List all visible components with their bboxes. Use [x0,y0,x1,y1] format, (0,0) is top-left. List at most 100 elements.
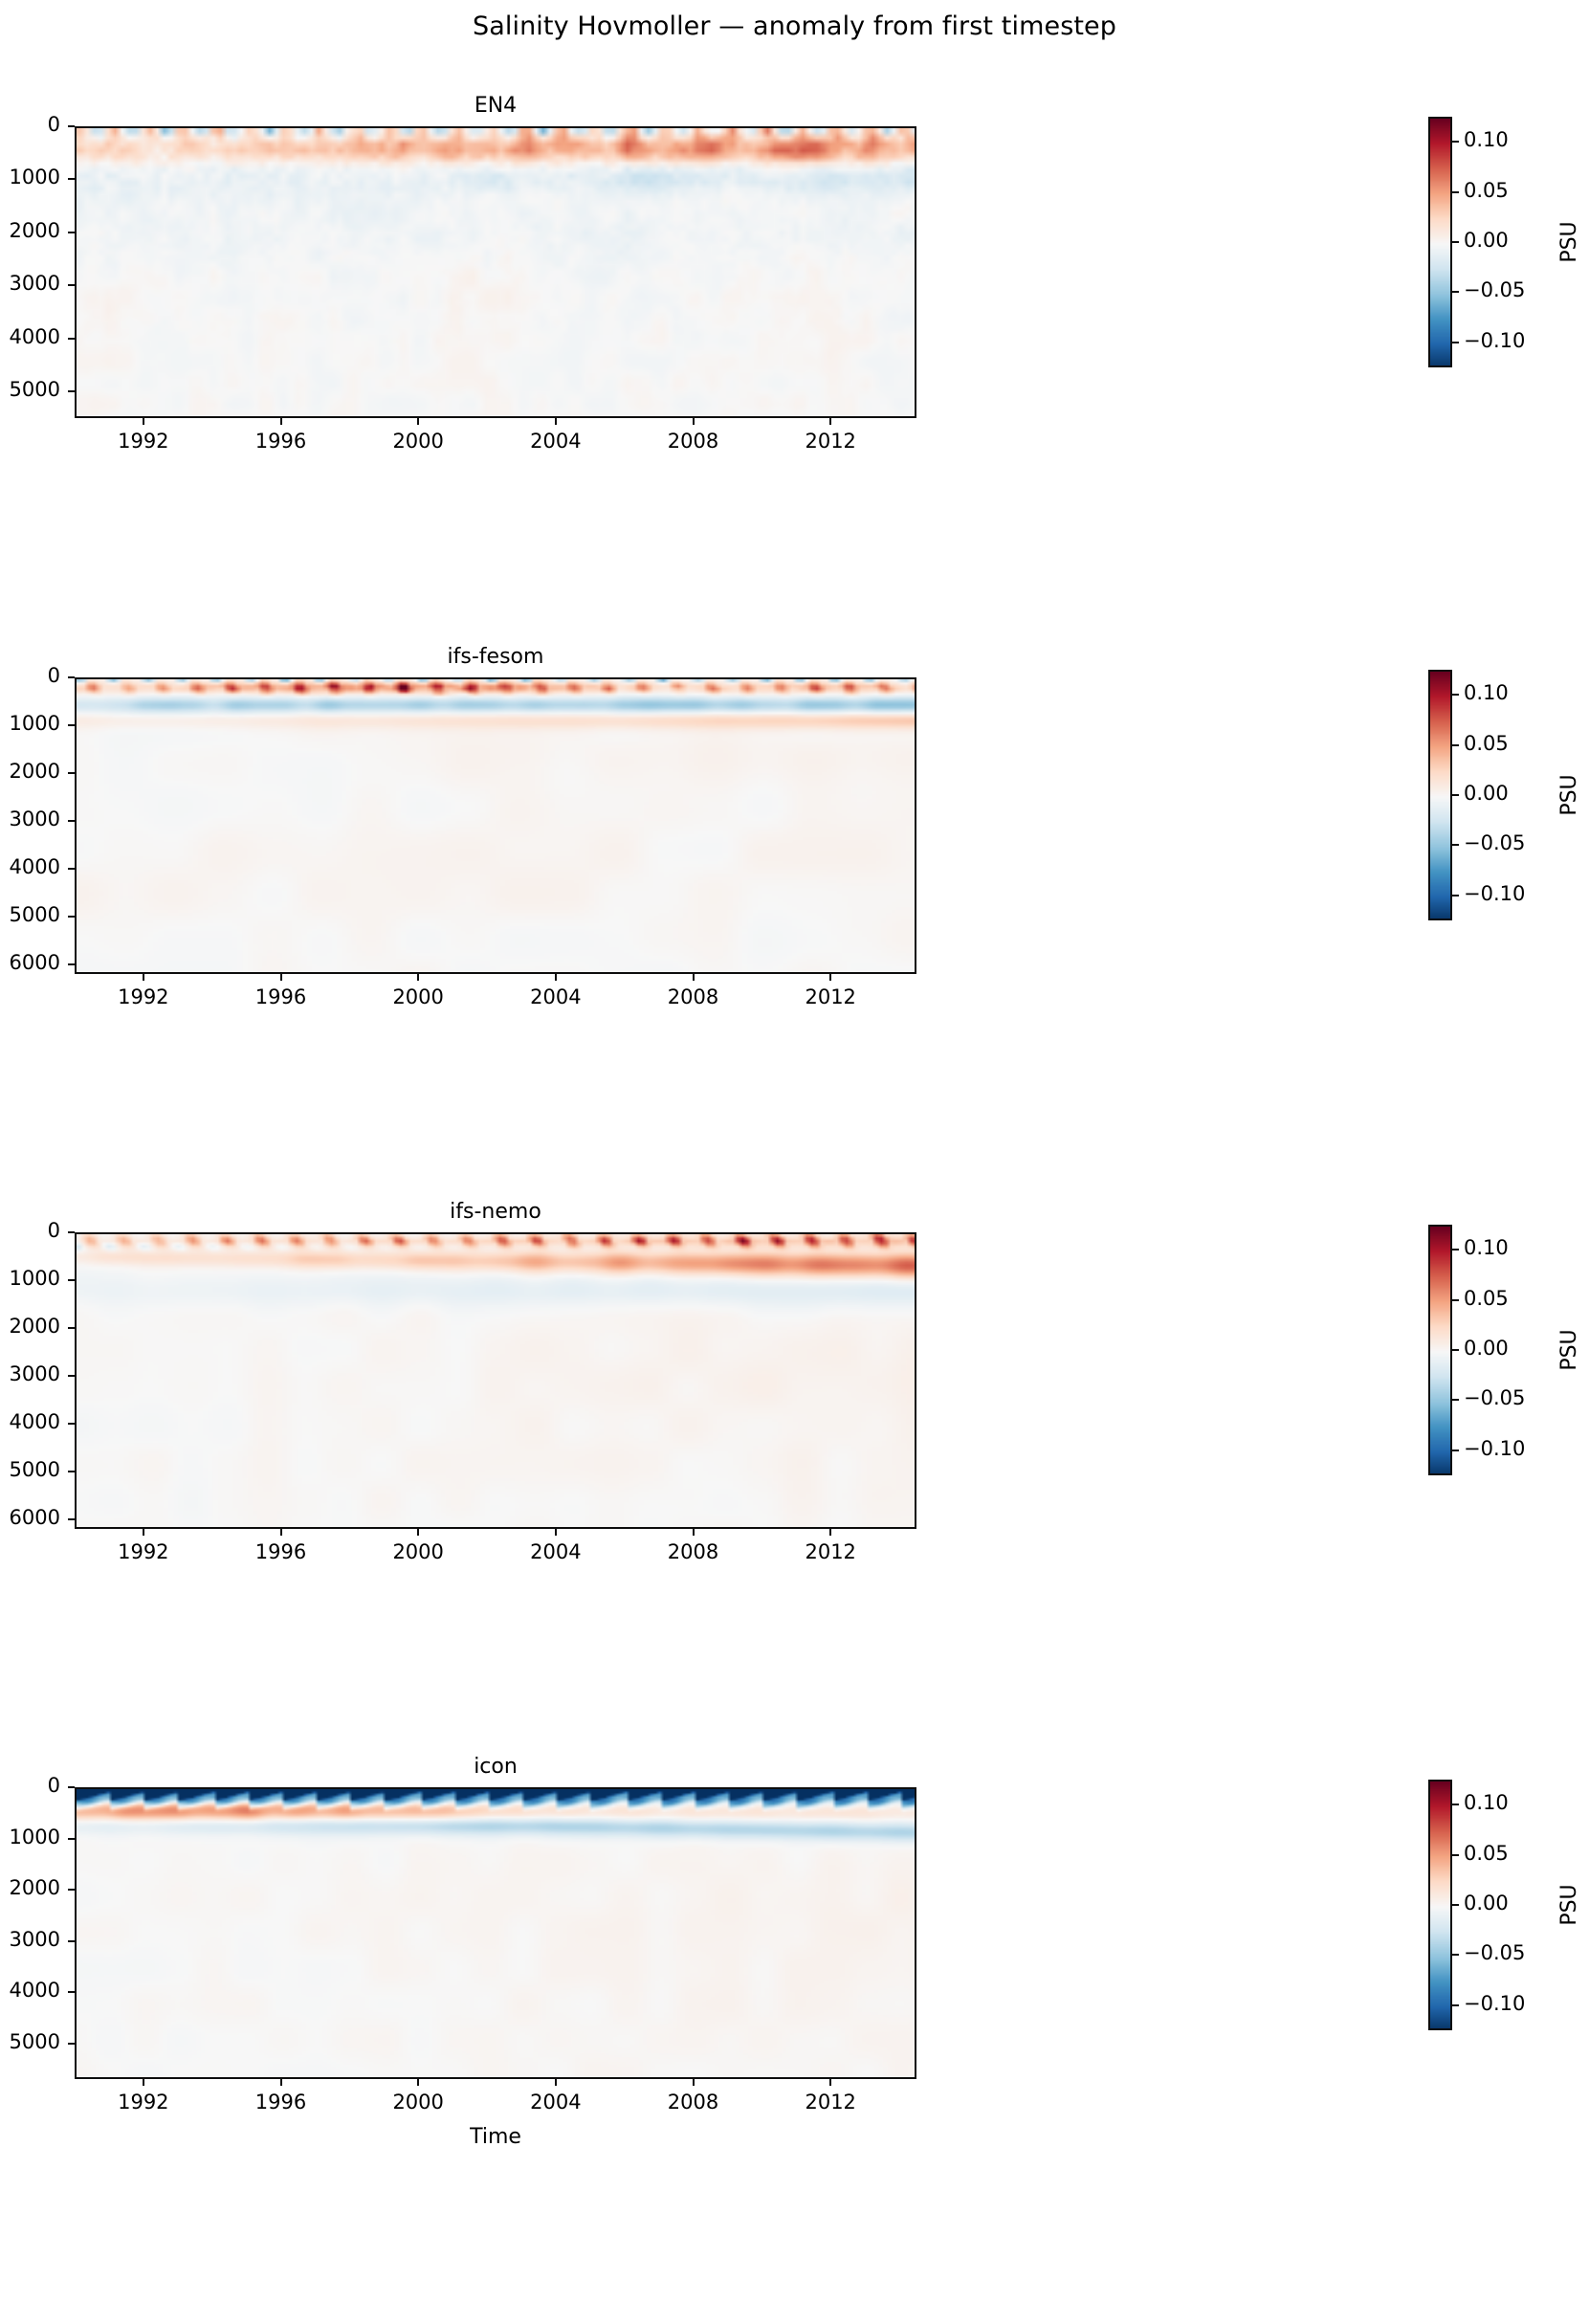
y-tick-label-ifs-nemo-3: 3000 [9,1362,60,1385]
y-tick-label-icon-1: 1000 [9,1825,60,1848]
x-tickmark-icon-1 [279,2079,282,2086]
heatmap-canvas-icon [77,1789,915,2077]
x-tick-label-ifs-nemo-0: 1992 [118,1540,169,1563]
colorbar-tickmark-ifs-nemo-2 [1452,1349,1459,1351]
panel-title-ifs-fesom: ifs-fesom [447,645,544,669]
colorbar-tickmark-icon-3 [1452,1954,1459,1957]
x-tick-label-ifs-nemo-3: 2004 [530,1540,582,1563]
colorbar-tick-label-en4-3: −0.05 [1464,278,1526,302]
y-tickmark-ifs-fesom-5 [68,916,75,918]
x-tickmark-ifs-nemo-3 [554,1529,557,1536]
panel-title-ifs-nemo: ifs-nemo [450,1200,541,1224]
y-tick-label-ifs-nemo-1: 1000 [9,1267,60,1290]
colorbar-tickmark-ifs-fesom-1 [1452,743,1459,746]
colorbar-tick-label-en4-1: 0.05 [1464,178,1509,202]
x-tickmark-icon-0 [142,2079,144,2086]
x-tick-label-ifs-fesom-5: 2012 [805,985,856,1008]
x-tickmark-ifs-fesom-3 [554,974,557,981]
colorbar-tick-label-ifs-fesom-1: 0.05 [1464,731,1509,755]
panel-title-en4: EN4 [474,94,518,118]
x-tick-label-icon-4: 2008 [667,2091,719,2114]
x-tickmark-ifs-fesom-2 [417,974,420,981]
x-tickmark-ifs-nemo-0 [142,1529,144,1536]
panel-title-icon: icon [474,1755,518,1779]
y-tickmark-ifs-fesom-6 [68,963,75,965]
y-tickmark-icon-5 [68,2042,75,2045]
x-tick-label-ifs-fesom-2: 2000 [392,985,444,1008]
y-tickmark-icon-2 [68,1889,75,1892]
colorbar-icon [1428,1780,1452,2030]
x-tick-label-en4-1: 1996 [254,430,307,453]
y-tick-label-icon-0: 0 [47,1774,60,1797]
heatmap-axes-icon [75,1787,916,2079]
x-tick-label-en4-4: 2008 [667,430,719,453]
x-tickmark-ifs-fesom-0 [142,974,144,981]
y-tick-label-ifs-nemo-2: 2000 [9,1315,60,1338]
x-tick-label-ifs-fesom-4: 2008 [667,985,719,1008]
colorbar-tickmark-en4-0 [1452,141,1459,144]
y-tick-label-icon-5: 5000 [9,2029,60,2053]
y-tickmark-ifs-nemo-5 [68,1471,75,1472]
y-tickmark-ifs-nemo-6 [68,1518,75,1520]
x-tickmark-en4-3 [554,418,557,425]
colorbar-tickmark-ifs-fesom-4 [1452,894,1459,896]
x-tick-label-icon-3: 2004 [530,2091,582,2114]
colorbar-tickmark-en4-1 [1452,190,1459,193]
y-tickmark-ifs-fesom-4 [68,868,75,870]
y-tickmark-en4-4 [68,337,75,340]
y-tick-label-en4-2: 2000 [9,218,60,242]
y-tick-label-icon-3: 3000 [9,1927,60,1951]
x-tick-label-icon-2: 2000 [392,2091,444,2114]
x-axis-label: Time [470,2125,521,2149]
x-tickmark-ifs-nemo-2 [417,1529,420,1536]
colorbar-en4 [1428,117,1452,367]
heatmap-canvas-ifs-fesom [77,679,915,972]
colorbar-tick-label-ifs-nemo-1: 0.05 [1464,1286,1509,1310]
y-tick-label-ifs-fesom-2: 2000 [9,760,60,783]
x-tickmark-icon-2 [417,2079,420,2086]
y-tickmark-ifs-fesom-2 [68,772,75,774]
heatmap-axes-ifs-fesom [75,677,916,974]
colorbar-ifs-nemo [1428,1225,1452,1475]
y-tickmark-icon-1 [68,1837,75,1840]
colorbar-gradient-en4 [1430,119,1450,365]
y-tick-label-ifs-fesom-4: 4000 [9,855,60,878]
figure-suptitle: Salinity Hovmoller — anomaly from first … [473,11,1116,41]
colorbar-tick-label-icon-3: −0.05 [1464,1941,1526,1965]
x-tick-label-icon-1: 1996 [254,2091,307,2114]
heatmap-canvas-ifs-nemo [77,1234,915,1527]
y-tickmark-en4-2 [68,231,75,233]
y-tick-label-en4-4: 4000 [9,324,60,348]
y-tickmark-icon-0 [68,1786,75,1788]
colorbar-tickmark-en4-2 [1452,241,1459,243]
y-tickmark-ifs-nemo-0 [68,1231,75,1233]
y-tick-label-ifs-nemo-0: 0 [47,1219,60,1242]
x-tick-label-ifs-nemo-1: 1996 [254,1540,307,1563]
x-tickmark-ifs-fesom-1 [279,974,282,981]
colorbar-gradient-ifs-nemo [1430,1227,1450,1473]
y-tick-label-ifs-nemo-4: 4000 [9,1410,60,1433]
x-tickmark-icon-4 [692,2079,695,2086]
colorbar-tick-label-icon-4: −0.10 [1464,1991,1526,2015]
colorbar-tick-label-ifs-fesom-4: −0.10 [1464,881,1526,905]
colorbar-tickmark-icon-0 [1452,1804,1459,1806]
colorbar-tick-label-ifs-fesom-0: 0.10 [1464,681,1509,705]
x-tick-label-en4-5: 2012 [805,430,856,453]
colorbar-tick-label-icon-2: 0.00 [1464,1892,1509,1915]
heatmap-canvas-en4 [77,128,915,416]
x-tickmark-ifs-nemo-4 [692,1529,695,1536]
y-tick-label-ifs-fesom-0: 0 [47,664,60,687]
x-tickmark-en4-2 [417,418,420,425]
y-tick-label-ifs-nemo-6: 6000 [9,1506,60,1529]
y-tick-label-ifs-fesom-3: 3000 [9,808,60,830]
colorbar-tickmark-ifs-nemo-0 [1452,1249,1459,1251]
colorbar-ifs-fesom [1428,670,1452,920]
x-tickmark-ifs-nemo-1 [279,1529,282,1536]
y-tick-label-ifs-fesom-1: 1000 [9,712,60,735]
x-tick-label-en4-3: 2004 [530,430,582,453]
x-tickmark-en4-5 [829,418,832,425]
y-tickmark-icon-3 [68,1939,75,1942]
colorbar-tick-label-ifs-nemo-4: −0.10 [1464,1436,1526,1460]
colorbar-tickmark-ifs-fesom-2 [1452,794,1459,796]
